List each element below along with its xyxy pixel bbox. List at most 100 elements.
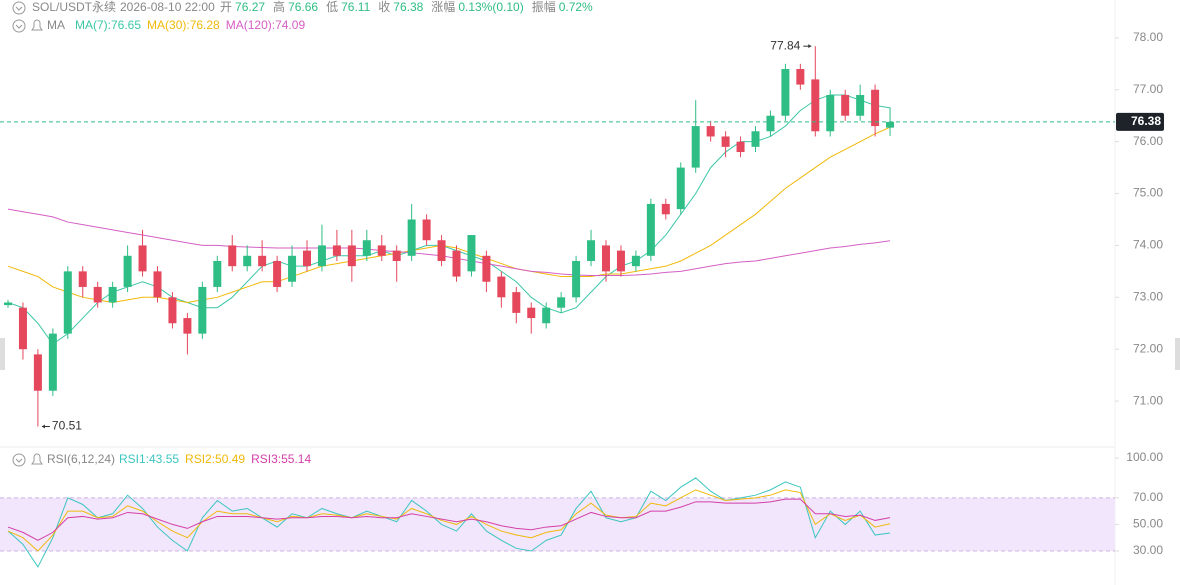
info-label: 涨幅 [431,0,455,14]
rsi-line [7,489,891,552]
candle-body [557,297,566,308]
datetime: 2026-08-10 22:00 [120,0,215,14]
rsi-line [7,477,891,568]
price-tag [1116,112,1164,131]
candle-body [123,255,132,287]
info-row: 开 76.27 高 76.66 低 76.11 收 76.38 涨幅 0.13%(0.10) 振幅 0… [220,0,593,14]
candle-body [4,302,12,306]
y-tick-label: 78.00 [1133,30,1163,44]
candle-body [661,203,670,215]
y-tick-label: 30.00 [1133,543,1163,557]
candle-body [512,292,521,313]
candle-body [766,115,775,132]
candle-body [841,94,850,116]
legend-entry: RSI2:50.49 [185,452,245,466]
candle-body [93,286,102,303]
info-value: 76.38 [393,0,423,14]
legend-entry: RSI1:43.55 [119,452,179,466]
y-tick-label: 70.00 [1133,490,1163,504]
candle-body [691,126,700,168]
info-value: 76.27 [235,0,265,14]
y-tick-label: 73.00 [1133,289,1163,303]
candle-body [303,250,311,267]
candle-body [437,240,446,261]
candle-body [542,307,551,324]
candle-body [572,260,581,298]
candle-body [602,245,610,272]
candle-body [631,255,640,267]
y-tick-label: 72.00 [1133,341,1163,355]
candle-body [706,126,715,137]
candle-body [497,276,506,298]
y-tick-label: 100.00 [1126,450,1163,464]
info-label: 收 [378,0,390,14]
candle-body [258,255,267,267]
candle-body [273,260,282,287]
bell-icon[interactable] [31,453,43,465]
candle-body [467,235,476,272]
candle-body [183,318,192,334]
candle-body [198,286,207,334]
info-label: 低 [326,0,338,14]
y-tick-label: 75.00 [1133,186,1163,200]
symbol: SOL/USDT永续 [32,0,116,14]
indicator: MA [47,18,65,32]
candle-body [527,307,536,319]
left-tab[interactable] [0,338,5,370]
bell-icon[interactable] [31,19,43,31]
candle-body [482,255,491,282]
rsi-band [0,497,1115,551]
arrow-head [41,424,45,429]
y-tick-label: 50.00 [1133,517,1163,531]
collapse-icon[interactable] [12,1,26,15]
candle-body [243,255,252,267]
candle-body [587,240,596,261]
collapse-icon[interactable] [12,19,26,33]
ma-line [7,126,891,304]
candle-body [228,245,237,267]
candle-body [362,240,371,256]
candle-body [616,250,625,272]
candle-body [168,297,177,324]
legend-entry: MA(120):74.09 [226,18,306,32]
legend-entry: RSI3:55.14 [251,452,311,466]
candle-body [33,354,42,391]
candle-body [452,250,461,277]
price-tag-label: 76.38 [1131,114,1161,128]
y-tick-label: 71.00 [1133,393,1163,407]
info-label: 高 [273,0,285,14]
y-tick-label: 76.00 [1133,134,1163,148]
candle-body [886,121,895,128]
collapse-icon[interactable] [12,453,26,467]
y-tick-label: 74.00 [1133,238,1163,252]
candle-body [407,219,416,256]
right-tab[interactable] [1175,338,1180,370]
indicator: RSI(6,12,24) [47,452,115,466]
legend: RSI1:43.55 RSI2:50.49 RSI3:55.14 [119,452,311,466]
info-label: 振幅 [532,0,556,14]
info-value: 76.66 [288,0,318,14]
rsi-line [7,498,891,541]
legend-entry: MA(7):76.65 [75,18,141,32]
annotation: 70.51 [52,419,82,433]
info-value: 76.11 [341,0,370,14]
candle-body [138,245,147,272]
candle-body [63,271,72,334]
candle-body [18,307,27,350]
candle-body [317,245,326,267]
candle-body [781,69,790,116]
y-tick-label: 77.00 [1133,82,1163,96]
legend-entry: MA(30):76.28 [147,18,220,32]
candle-body [811,79,820,132]
candle-body [213,260,222,287]
candle-body [796,69,805,85]
info-value: 0.72% [559,0,593,14]
candle-body [347,245,356,267]
candle-body [676,167,685,210]
candle-body [721,136,730,147]
candle-body [153,271,162,298]
ma-line [7,208,891,277]
legend: MA(7):76.65 MA(30):76.28 MA(120):74.09 [75,18,305,32]
candle-body [392,250,401,261]
